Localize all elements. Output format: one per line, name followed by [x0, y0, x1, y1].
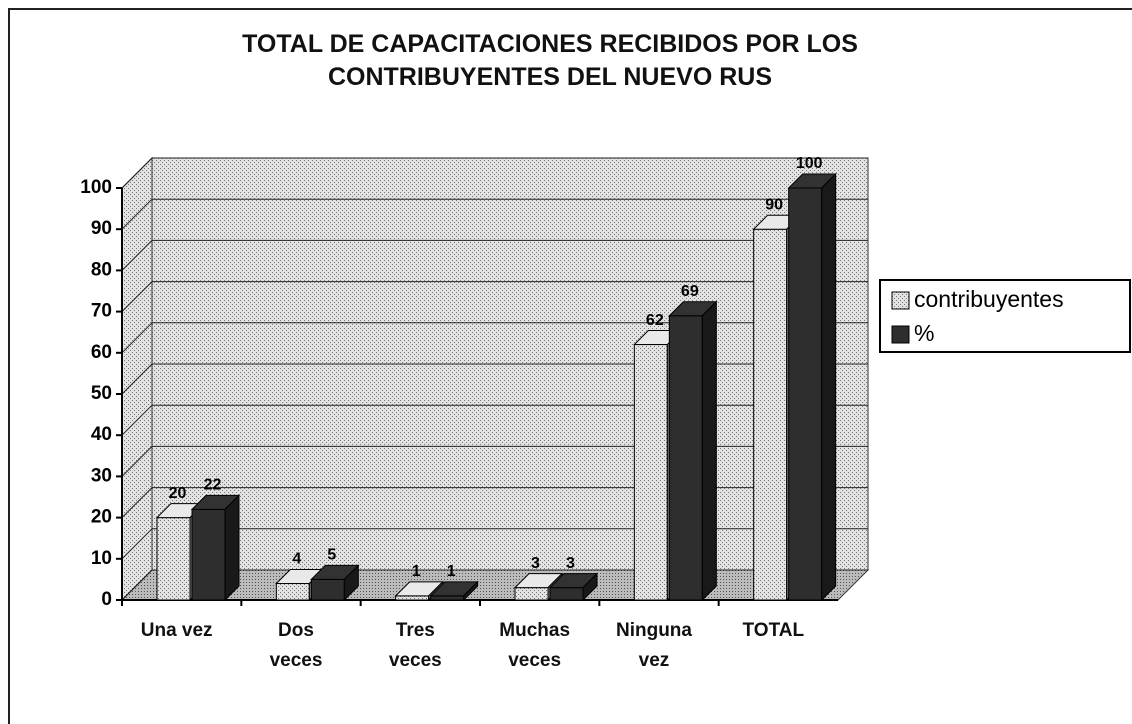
- y-tick-label: 60: [91, 342, 112, 363]
- value-label: 5: [327, 547, 336, 564]
- value-label: 3: [531, 555, 540, 572]
- value-label: 3: [566, 555, 575, 572]
- grid-line: [121, 446, 153, 477]
- grid-line: [121, 281, 153, 312]
- value-label: 20: [169, 485, 187, 502]
- value-label: 1: [447, 563, 456, 580]
- bar-front: [191, 508, 226, 601]
- bar-front: [668, 315, 703, 601]
- grid-line: [121, 363, 153, 395]
- value-label: 4: [292, 551, 301, 568]
- bar-front: [156, 517, 191, 601]
- legend-label: contribuyentes: [914, 286, 1064, 312]
- value-label: 69: [681, 283, 699, 300]
- bar: [548, 572, 599, 602]
- bar: [190, 494, 241, 602]
- bar-front: [788, 187, 823, 601]
- bar-front: [275, 583, 310, 601]
- y-tick-label: 50: [91, 383, 112, 404]
- value-label: 22: [204, 477, 222, 494]
- y-tick-label: 90: [91, 218, 112, 239]
- grid-line: [121, 157, 153, 189]
- y-tick-label: 10: [91, 548, 112, 569]
- grid-line: [121, 569, 153, 601]
- chart-title: TOTAL DE CAPACITACIONES RECIBIDOS POR LO…: [242, 30, 858, 91]
- bar-side: [821, 172, 837, 602]
- legend-box: [879, 279, 1131, 353]
- bar-front: [514, 587, 549, 601]
- value-label: 90: [765, 196, 783, 213]
- value-label: 62: [646, 312, 664, 329]
- frame: [8, 8, 1132, 724]
- grid-line: [121, 198, 153, 230]
- bar-side: [343, 564, 359, 602]
- legend-swatch: [891, 325, 910, 344]
- legend-swatch: [891, 291, 910, 310]
- bar-front: [549, 587, 584, 601]
- x-tick-label: Una vez: [140, 620, 213, 641]
- x-tick-label: TOTAL: [742, 620, 805, 641]
- bar-side: [701, 300, 717, 602]
- bar-side: [463, 580, 479, 602]
- grid-line: [121, 528, 153, 560]
- bar-side: [224, 494, 240, 602]
- y-tick-label: 0: [101, 589, 112, 610]
- bar-front: [753, 228, 788, 601]
- y-tick-label: 100: [80, 177, 112, 198]
- y-tick-label: 80: [91, 259, 112, 280]
- bar: [787, 172, 837, 602]
- grid-line: [121, 322, 153, 354]
- grid-line: [121, 487, 153, 518]
- bar-front: [633, 344, 668, 601]
- bar-front: [430, 595, 465, 601]
- x-tick-label: Tres veces: [388, 620, 442, 671]
- grid-line: [121, 240, 153, 271]
- bar-side: [582, 572, 598, 602]
- bar-front: [395, 595, 430, 601]
- y-tick-label: 20: [91, 507, 112, 528]
- x-tick-label: Dos veces: [269, 620, 323, 671]
- bar-front: [310, 578, 345, 601]
- y-tick-label: 40: [91, 424, 112, 445]
- grid-line: [121, 404, 153, 436]
- value-label: 1: [412, 563, 421, 580]
- bar: [429, 580, 479, 602]
- value-label: 100: [796, 155, 823, 172]
- y-tick-label: 30: [91, 465, 112, 486]
- bar: [668, 300, 718, 602]
- x-tick-label: Ninguna vez: [615, 620, 692, 671]
- legend-label: %: [914, 320, 934, 346]
- x-tick-label: Muchas veces: [499, 620, 571, 671]
- bar: [310, 564, 360, 602]
- y-tick-label: 70: [91, 301, 112, 322]
